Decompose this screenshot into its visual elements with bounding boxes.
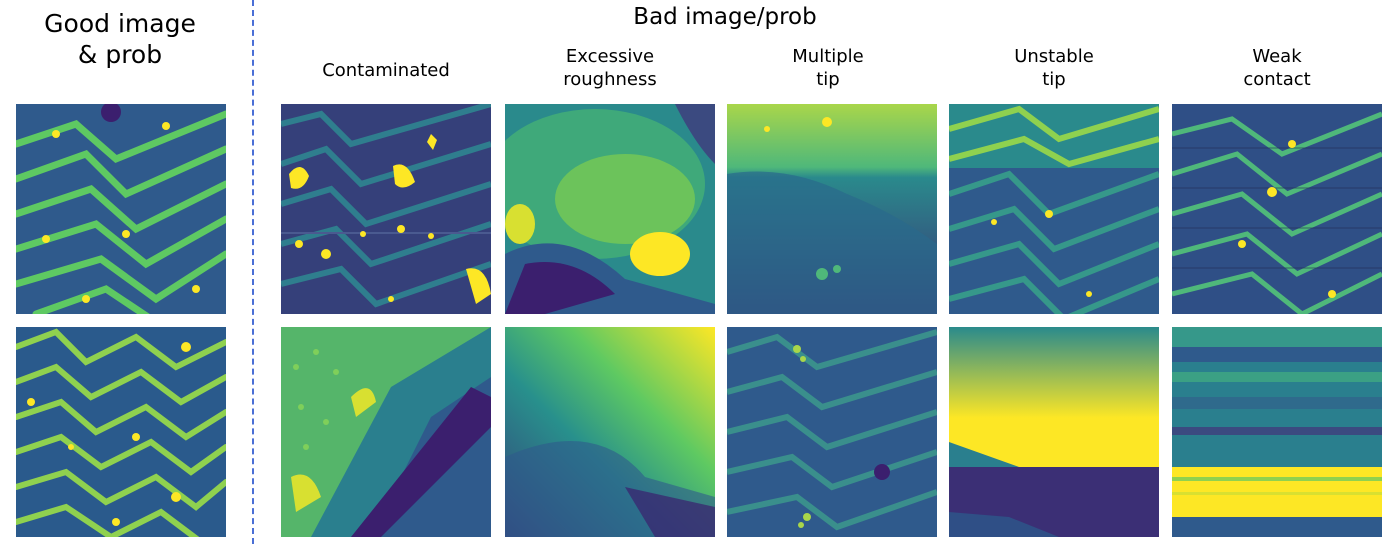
excessive-roughness-image-1 xyxy=(505,104,715,314)
weak-contact-image-1 xyxy=(1172,104,1382,314)
unstable-tip-image-1 xyxy=(949,104,1159,314)
column-divider xyxy=(252,0,254,544)
unstable-tip-image-2 xyxy=(949,327,1159,537)
column-title-unstable-tip: Unstable tip xyxy=(1014,46,1094,90)
contaminated-image-1 xyxy=(281,104,491,314)
multiple-tip-image-2 xyxy=(727,327,937,537)
excessive-roughness-image-2 xyxy=(505,327,715,537)
weak-contact-image-2 xyxy=(1172,327,1382,537)
good-column-title: Good image & prob xyxy=(44,9,196,70)
column-title-contaminated: Contaminated xyxy=(322,60,450,81)
column-title-weak-contact: Weak contact xyxy=(1243,46,1311,90)
good-image-1 xyxy=(16,104,226,314)
column-title-excessive-roughness: Excessive roughness xyxy=(563,46,657,90)
contaminated-image-2 xyxy=(281,327,491,537)
bad-group-title: Bad image/prob xyxy=(633,4,817,30)
column-title-multiple-tip: Multiple tip xyxy=(792,46,864,90)
good-image-2 xyxy=(16,327,226,537)
multiple-tip-image-1 xyxy=(727,104,937,314)
